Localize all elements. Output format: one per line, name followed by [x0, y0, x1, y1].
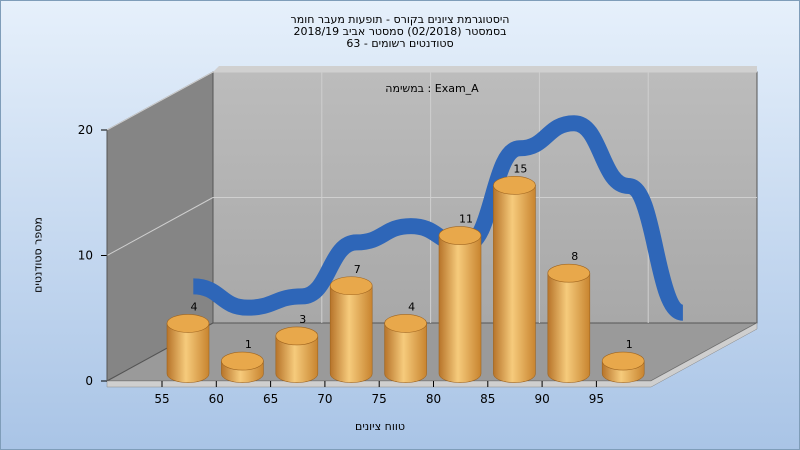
chart-title-line-1: היסטוגרמת ציונים בקורס - תופעות מעבר חומ… — [290, 13, 510, 26]
bar-body — [547, 272, 591, 383]
bar-value-label: 8 — [571, 250, 578, 263]
bar-body — [438, 235, 482, 383]
bar-value-label: 4 — [408, 300, 415, 313]
x-tick-label: 65 — [263, 392, 278, 406]
bar-90 — [547, 263, 591, 383]
bar-95 — [601, 351, 645, 383]
bar-60 — [221, 351, 264, 383]
bar-top — [547, 263, 591, 283]
grid-line-left — [106, 197, 214, 256]
y-tick-label: 0 — [85, 374, 93, 388]
bar-value-label: 11 — [459, 213, 473, 226]
bar-value-label: 3 — [299, 313, 306, 326]
bar-body — [384, 323, 427, 383]
bar-top — [493, 176, 536, 195]
bar-top — [166, 314, 210, 333]
bar-body — [493, 185, 536, 383]
x-tick-label: 75 — [372, 392, 387, 406]
bar-value-label: 1 — [626, 338, 633, 351]
bar-55 — [166, 314, 210, 383]
grid-line-left — [106, 71, 214, 131]
bar-top — [601, 351, 645, 371]
bar-value-label: 1 — [245, 338, 252, 351]
x-tick-label: 55 — [154, 392, 169, 406]
x-tick-label: 95 — [589, 392, 604, 406]
bar-top — [384, 314, 427, 333]
bar-80 — [438, 226, 482, 383]
y-tick-label: 20 — [78, 123, 93, 137]
bar-value-label: 7 — [354, 263, 361, 276]
chart-title-line-2: בסמסטר (02/2018) סמסטר אביב 2018/19 — [293, 25, 507, 38]
y-tick-label: 10 — [78, 249, 93, 263]
bar-top — [221, 351, 264, 371]
bar-top — [438, 226, 482, 245]
x-tick-label: 85 — [480, 392, 495, 406]
floor-front-edge — [106, 322, 758, 388]
back-wall-top-edge — [213, 66, 757, 72]
y-axis-label: מספר סטודנטים — [31, 217, 45, 293]
bar-body — [329, 285, 373, 383]
chart-subtitle: במשימה : Exam_A — [385, 82, 479, 95]
x-tick-label: 60 — [209, 392, 224, 406]
bar-value-label: 4 — [191, 300, 198, 313]
bar-top — [329, 276, 373, 296]
bar-value-label: 15 — [513, 162, 527, 175]
x-axis-label: טווח ציונים — [355, 420, 405, 433]
bar-body — [166, 323, 210, 383]
bar-75 — [384, 314, 427, 383]
bar-top — [275, 326, 319, 346]
bar-85 — [493, 176, 536, 383]
x-tick-label: 70 — [317, 392, 332, 406]
chart-title-line-3: סטודנטים רשומים - 63 — [346, 37, 454, 50]
x-tick-label: 90 — [534, 392, 549, 406]
bar-65 — [275, 326, 319, 383]
bar-70 — [329, 276, 373, 383]
x-tick-label: 80 — [426, 392, 441, 406]
bar-body — [275, 335, 319, 383]
